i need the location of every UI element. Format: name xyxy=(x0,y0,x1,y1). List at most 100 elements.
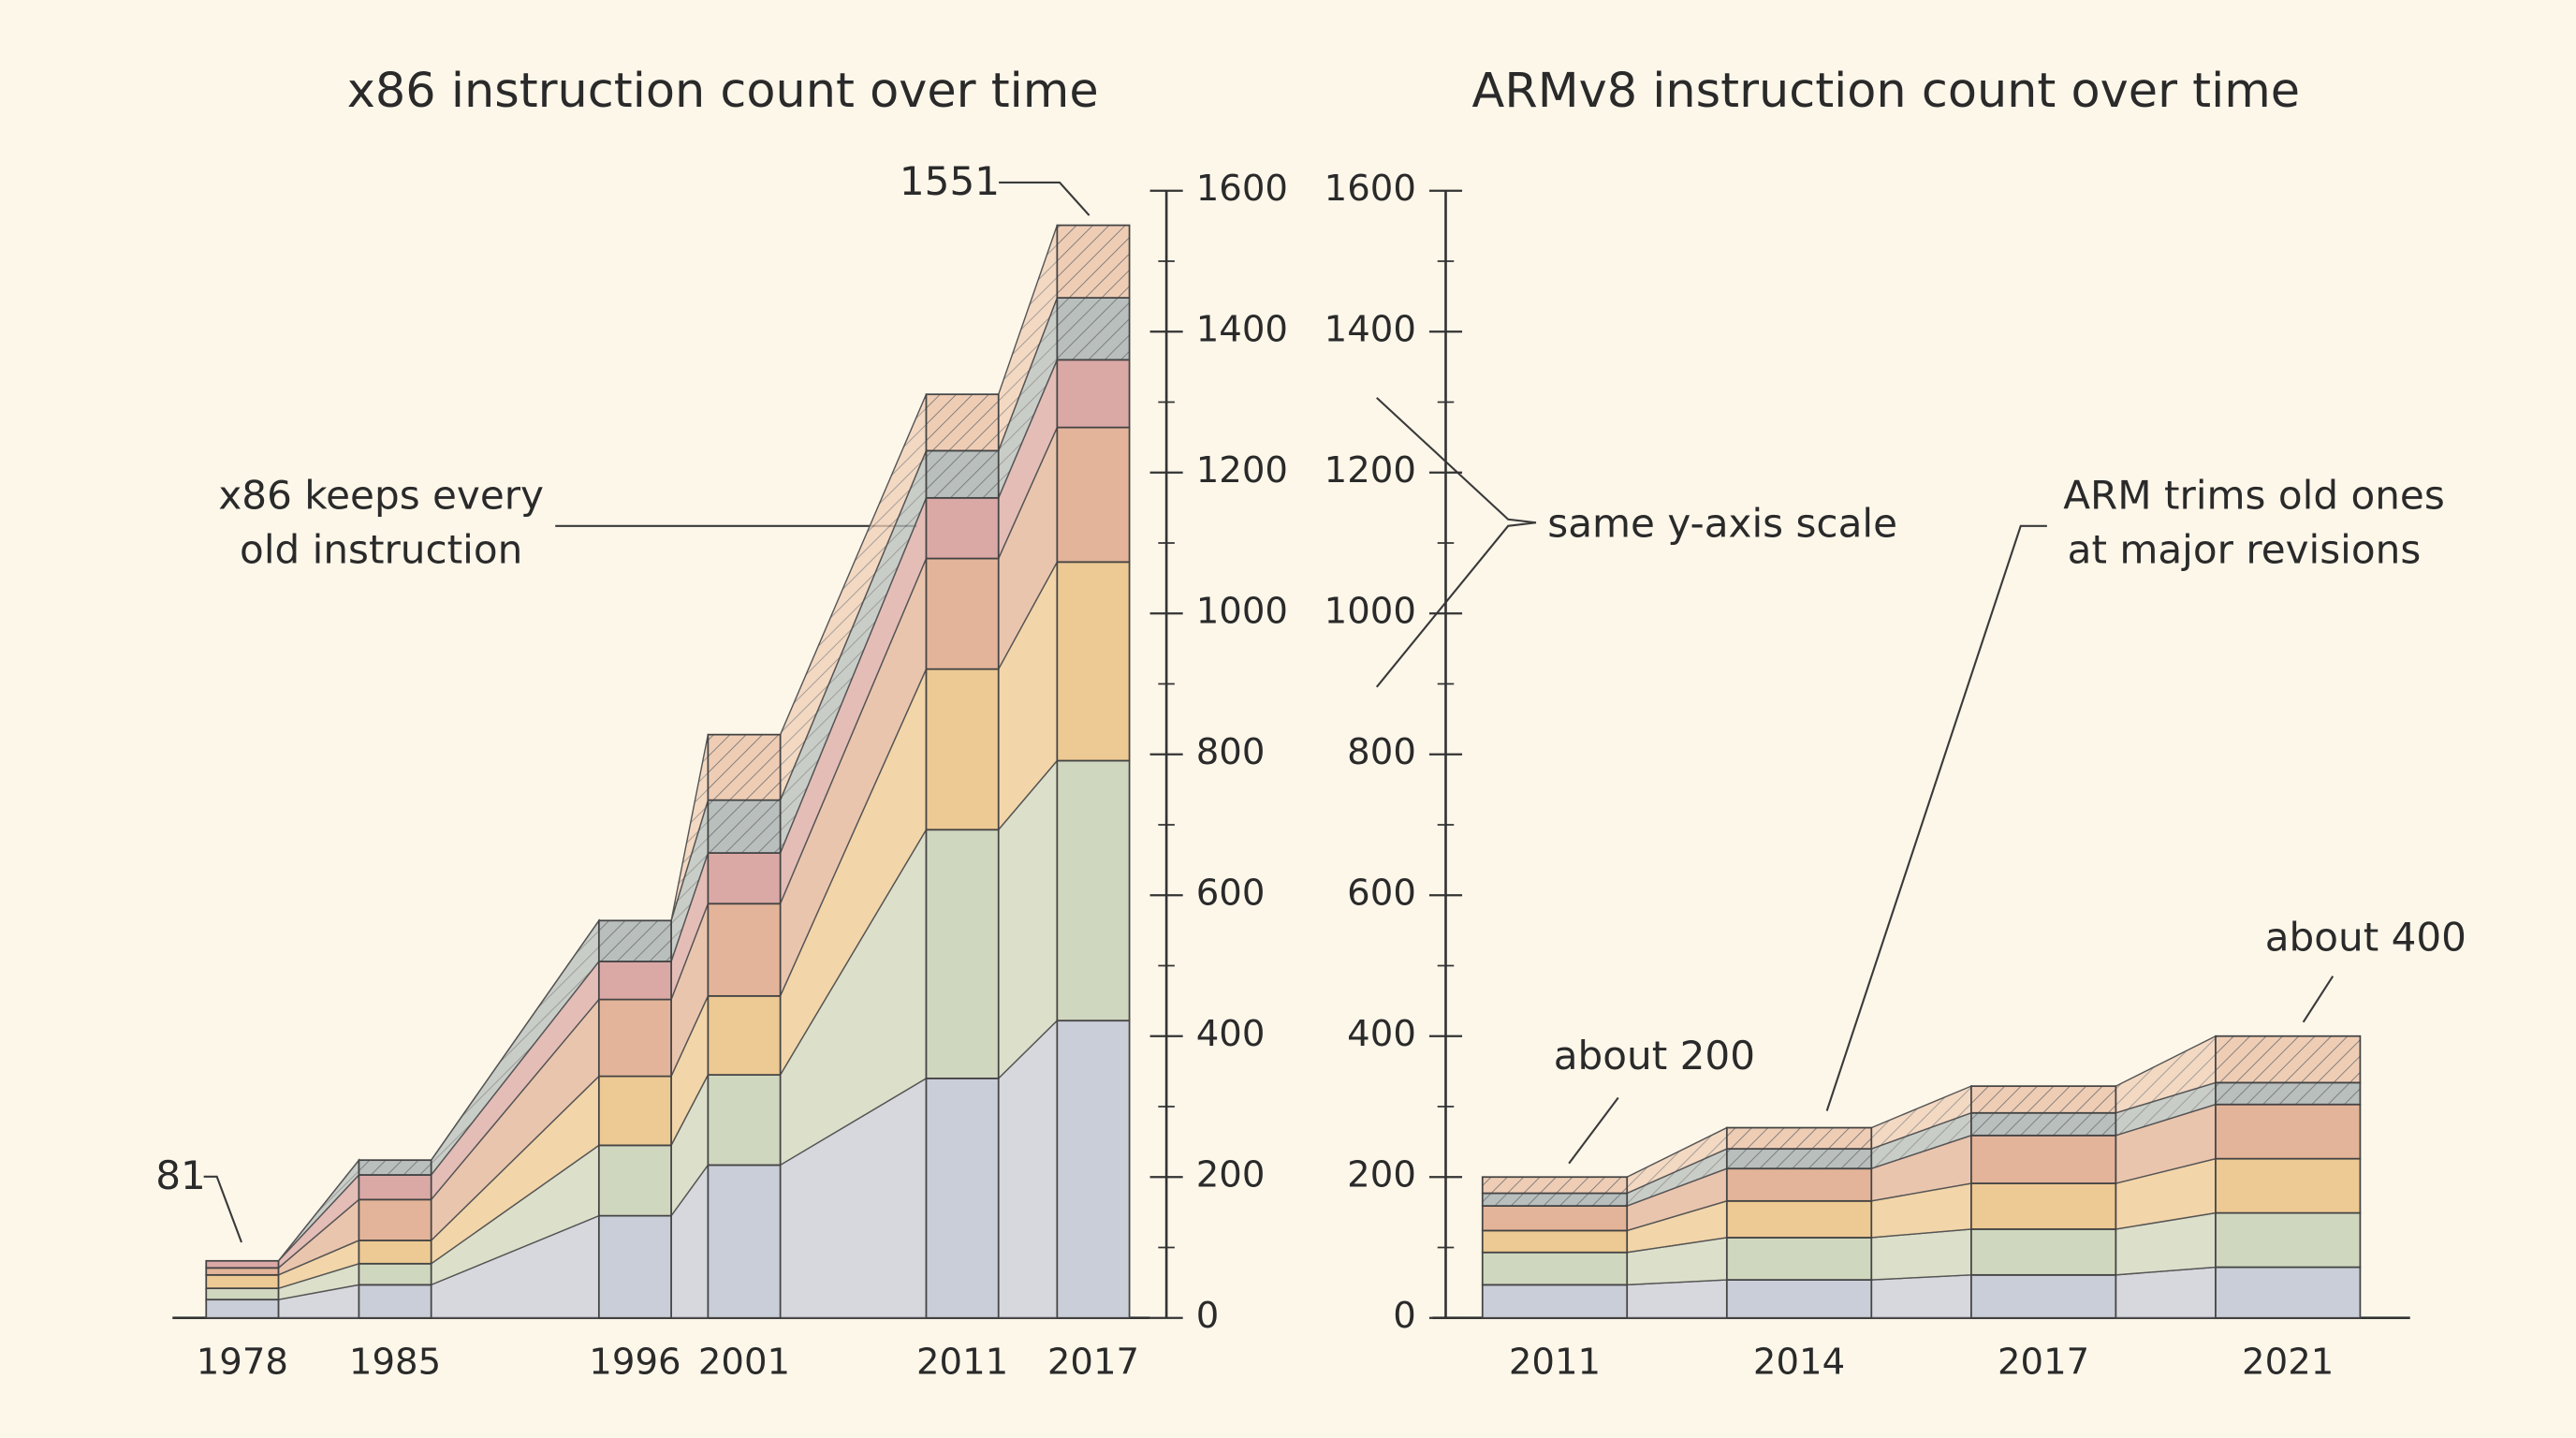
y-tick-label: 1600 xyxy=(1196,168,1288,210)
bar-segment xyxy=(1481,1192,1629,1207)
y-tick-label: 200 xyxy=(1347,1154,1416,1196)
bar-segment xyxy=(205,1267,280,1276)
bar-segment xyxy=(925,393,1000,452)
bar-segment xyxy=(1970,1273,2117,1319)
bar-segment xyxy=(358,1198,432,1241)
plots: 0 200 400 600 800 1000 1200 1400 1600 1978 1985 199… xyxy=(172,168,2410,1383)
y-tick-label: 600 xyxy=(1347,873,1416,915)
bar-segment xyxy=(1481,1176,1629,1195)
bar-segment xyxy=(1725,1167,1873,1202)
bar-segment xyxy=(1725,1199,1873,1239)
bar-segment xyxy=(597,1214,672,1319)
bar-segment xyxy=(205,1273,280,1290)
bar-segment xyxy=(597,998,672,1078)
bar-segment xyxy=(2215,1034,2362,1084)
x-tick-label: 1996 xyxy=(589,1341,681,1383)
connector xyxy=(1870,1274,1972,1319)
bar-segment xyxy=(205,1259,280,1269)
bar-segment xyxy=(1725,1126,1873,1151)
bar-segment xyxy=(925,496,1000,560)
bar-segment xyxy=(1056,759,1131,1022)
y-tick-label: 1000 xyxy=(1196,591,1288,633)
bar-segment xyxy=(597,1144,672,1217)
connector xyxy=(1626,1279,1728,1319)
chart-title: ARMv8 instruction count over time xyxy=(1472,64,2301,119)
bar-segment xyxy=(205,1287,280,1301)
bar-segment xyxy=(1970,1111,2117,1137)
annotation: same y-axis scale xyxy=(1547,500,1897,546)
annotation: old instruction xyxy=(240,526,522,572)
chart-title: x86 instruction count over time xyxy=(347,64,1099,119)
y-tick-label: 400 xyxy=(1347,1013,1416,1055)
bar-segment xyxy=(2215,1266,2362,1319)
x-tick-label: 2001 xyxy=(698,1341,790,1383)
bracket xyxy=(1375,521,1537,688)
annotation: about 400 xyxy=(2265,915,2466,961)
x-tick-label: 1978 xyxy=(197,1341,288,1383)
x-tick-label: 2021 xyxy=(2242,1341,2334,1383)
y-tick-label: 1200 xyxy=(1325,449,1416,492)
bar-segment xyxy=(597,1075,672,1147)
bar-segment xyxy=(1970,1182,2117,1230)
bar-segment xyxy=(1725,1279,1873,1319)
bar-segment xyxy=(1481,1284,1629,1319)
y-tick-label: 1600 xyxy=(1325,168,1416,210)
bar-segment xyxy=(1481,1205,1629,1232)
annotation: at major revisions xyxy=(2068,526,2422,572)
bar-segment xyxy=(925,1078,1000,1319)
x-tick-label: 2014 xyxy=(1753,1341,1845,1383)
bar-segment xyxy=(205,1299,280,1319)
y-tick-label: 200 xyxy=(1196,1154,1266,1196)
y-tick-label: 600 xyxy=(1196,873,1266,915)
bar-segment xyxy=(925,829,1000,1079)
bar-segment xyxy=(1056,561,1131,762)
leader-line xyxy=(2302,976,2334,1023)
y-tick-label: 0 xyxy=(1196,1295,1220,1337)
bar-segment xyxy=(925,557,1000,670)
bar-segment xyxy=(358,1174,432,1201)
annotation: 1551 xyxy=(900,158,1000,204)
bracket xyxy=(1376,397,1537,524)
bar-segment xyxy=(707,902,782,997)
bar-segment xyxy=(1725,1237,1873,1281)
annotation: 81 xyxy=(155,1152,206,1198)
bar-segment xyxy=(2215,1081,2362,1106)
y-tick-label: 400 xyxy=(1196,1013,1266,1055)
bar-segment xyxy=(1056,359,1131,429)
bar-segment xyxy=(2215,1103,2362,1160)
bar-segment xyxy=(358,1240,432,1265)
bar-segment xyxy=(1970,1134,2117,1184)
bar-segment xyxy=(597,961,672,1001)
x-tick-label: 2017 xyxy=(1998,1341,2089,1383)
bar-segment xyxy=(1056,1020,1131,1319)
y-tick-label: 1000 xyxy=(1325,591,1416,633)
x-tick-label: 2011 xyxy=(916,1341,1008,1383)
x-tick-label: 2017 xyxy=(1047,1341,1139,1383)
annotation: about 200 xyxy=(1554,1033,1755,1078)
y-tick-label: 1400 xyxy=(1196,309,1288,351)
x-tick-label: 1985 xyxy=(349,1341,441,1383)
annotation: x86 keeps every xyxy=(218,472,544,518)
bar-segment xyxy=(358,1262,432,1286)
bar-segment xyxy=(925,668,1000,831)
y-tick-label: 1200 xyxy=(1196,449,1288,492)
bar-segment xyxy=(358,1159,432,1176)
bar-segment xyxy=(1056,426,1131,564)
bar-segment xyxy=(358,1284,432,1319)
bar-segment xyxy=(2215,1211,2362,1269)
y-tick-label: 1400 xyxy=(1325,309,1416,351)
leader-line xyxy=(203,1175,242,1243)
bar-segment xyxy=(1725,1148,1873,1170)
y-tick-label: 0 xyxy=(1393,1295,1416,1337)
bar-segment xyxy=(597,919,672,962)
bar-segment xyxy=(707,799,782,854)
bar-segment xyxy=(707,1164,782,1319)
leader-line xyxy=(1825,524,2047,1111)
bar-segment xyxy=(1481,1251,1629,1286)
bar-segment xyxy=(1970,1228,2117,1276)
bar-segment xyxy=(925,449,1000,499)
bar-segment xyxy=(1970,1085,2117,1114)
bar-segment xyxy=(1056,297,1131,361)
